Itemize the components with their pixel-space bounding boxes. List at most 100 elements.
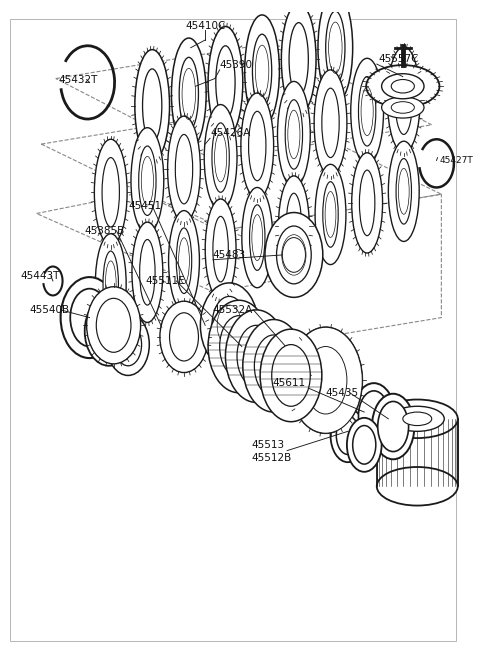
Text: 45385B: 45385B [84, 226, 125, 236]
Ellipse shape [168, 211, 199, 311]
Ellipse shape [282, 237, 305, 272]
Ellipse shape [289, 327, 362, 434]
Ellipse shape [250, 205, 265, 270]
Ellipse shape [94, 307, 124, 356]
Ellipse shape [84, 296, 133, 366]
Ellipse shape [377, 467, 458, 506]
Ellipse shape [204, 105, 237, 211]
Ellipse shape [277, 81, 310, 187]
Ellipse shape [212, 296, 247, 354]
Ellipse shape [260, 329, 322, 422]
Ellipse shape [372, 394, 414, 460]
Ellipse shape [396, 159, 411, 224]
Text: 45532A: 45532A [213, 305, 253, 315]
Ellipse shape [60, 277, 119, 358]
Ellipse shape [179, 57, 198, 131]
Ellipse shape [169, 313, 198, 361]
Ellipse shape [103, 251, 119, 317]
Ellipse shape [212, 123, 229, 192]
Ellipse shape [86, 287, 141, 364]
Ellipse shape [318, 0, 353, 103]
Ellipse shape [391, 79, 414, 93]
Ellipse shape [241, 93, 274, 199]
Ellipse shape [331, 408, 365, 462]
Ellipse shape [107, 313, 149, 376]
Ellipse shape [314, 70, 347, 176]
Ellipse shape [323, 181, 338, 247]
Ellipse shape [132, 222, 163, 322]
Ellipse shape [390, 406, 444, 432]
Ellipse shape [382, 97, 424, 118]
Ellipse shape [272, 345, 310, 406]
Ellipse shape [143, 69, 162, 142]
Ellipse shape [289, 23, 308, 96]
Ellipse shape [243, 319, 304, 412]
Ellipse shape [377, 400, 458, 438]
Ellipse shape [96, 233, 126, 334]
Ellipse shape [95, 139, 127, 245]
Ellipse shape [387, 47, 420, 153]
Ellipse shape [254, 335, 293, 397]
Ellipse shape [140, 239, 155, 305]
Ellipse shape [403, 412, 432, 426]
Ellipse shape [171, 38, 206, 150]
Ellipse shape [351, 58, 384, 164]
Ellipse shape [216, 46, 235, 119]
Ellipse shape [366, 65, 439, 107]
Ellipse shape [359, 391, 389, 441]
Ellipse shape [242, 187, 273, 287]
Ellipse shape [213, 216, 228, 282]
Ellipse shape [252, 34, 272, 107]
Ellipse shape [226, 310, 287, 402]
Ellipse shape [391, 101, 414, 113]
Ellipse shape [237, 325, 276, 387]
Ellipse shape [160, 301, 208, 373]
Ellipse shape [96, 298, 131, 352]
Ellipse shape [353, 426, 376, 464]
Ellipse shape [168, 116, 200, 222]
Ellipse shape [200, 283, 258, 368]
Ellipse shape [249, 111, 266, 181]
Ellipse shape [286, 193, 301, 259]
Text: 45483: 45483 [213, 250, 246, 260]
Ellipse shape [245, 15, 279, 127]
Ellipse shape [347, 418, 382, 472]
Ellipse shape [139, 146, 156, 215]
Ellipse shape [359, 77, 376, 146]
Ellipse shape [175, 135, 192, 204]
Text: 45432T: 45432T [59, 75, 98, 85]
Ellipse shape [289, 327, 362, 434]
Ellipse shape [304, 347, 347, 414]
Ellipse shape [322, 88, 339, 157]
Ellipse shape [281, 3, 316, 115]
Ellipse shape [388, 141, 419, 241]
Text: 45451: 45451 [128, 201, 161, 211]
Ellipse shape [336, 416, 360, 454]
Ellipse shape [205, 199, 236, 299]
Ellipse shape [276, 226, 311, 284]
Text: 45427T: 45427T [439, 156, 473, 165]
Text: 45410C: 45410C [185, 21, 226, 31]
Text: 45611: 45611 [273, 378, 306, 388]
Ellipse shape [208, 300, 270, 393]
Text: 45513: 45513 [252, 440, 285, 450]
Ellipse shape [352, 153, 383, 253]
Ellipse shape [265, 213, 323, 297]
Ellipse shape [395, 65, 412, 135]
Text: 45540B: 45540B [30, 305, 70, 315]
Ellipse shape [353, 383, 395, 449]
Ellipse shape [115, 323, 142, 366]
Ellipse shape [176, 228, 192, 293]
Text: 45511E: 45511E [145, 276, 185, 286]
Text: 45390: 45390 [220, 60, 252, 70]
Ellipse shape [378, 402, 408, 452]
Ellipse shape [315, 164, 346, 265]
Ellipse shape [304, 347, 347, 414]
Ellipse shape [360, 170, 375, 235]
Ellipse shape [131, 127, 164, 233]
Text: 45557C: 45557C [379, 54, 419, 64]
Ellipse shape [285, 100, 302, 169]
Text: 45435: 45435 [326, 388, 359, 398]
Ellipse shape [316, 365, 336, 396]
Ellipse shape [70, 289, 109, 347]
